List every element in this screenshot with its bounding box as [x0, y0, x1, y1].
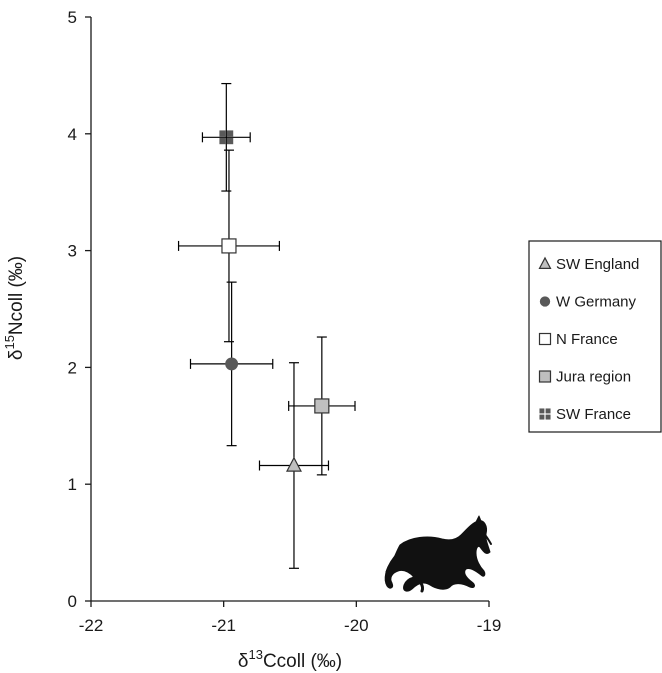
- y-tick-label: 4: [68, 125, 77, 144]
- legend-item: SW France: [539, 406, 631, 423]
- x-tick-label: -21: [211, 616, 236, 635]
- data-point-marker: [221, 238, 237, 254]
- data-point-marker: [225, 357, 239, 371]
- x-tick-label: -20: [344, 616, 369, 635]
- legend-marker: [538, 370, 552, 383]
- legend: SW England W Germany N France Jura region SW…: [528, 240, 662, 433]
- legend-item: Jura region: [538, 369, 631, 386]
- legend-label: Jura region: [556, 369, 631, 386]
- legend-label: W Germany: [556, 294, 637, 311]
- legend-item: SW England: [538, 256, 639, 273]
- legend-label: SW France: [556, 406, 631, 423]
- legend-item: N France: [538, 331, 618, 348]
- data-point-marker: [219, 130, 234, 145]
- y-tick-label: 2: [68, 358, 77, 377]
- y-axis-title: δ15Ncoll (‰): [2, 256, 27, 360]
- axes: [85, 16, 490, 607]
- series-point: [189, 281, 274, 447]
- data-point-marker: [285, 456, 302, 472]
- data-points: [177, 82, 356, 569]
- series-point: [258, 362, 330, 569]
- legend-marker: [539, 408, 551, 420]
- x-axis-title: δ13Ccoll (‰): [238, 647, 342, 672]
- y-tick-label: 5: [68, 8, 77, 27]
- legend-label: N France: [556, 331, 618, 348]
- legend-label: SW England: [556, 256, 639, 273]
- y-tick-label: 3: [68, 242, 77, 261]
- horse-silhouette-icon: [384, 515, 492, 593]
- legend-marker: [538, 256, 552, 269]
- series-point: [177, 149, 280, 343]
- data-point-marker: [314, 398, 330, 414]
- x-tick-label: -19: [477, 616, 502, 635]
- tick-labels: 0 1 2 3 4 5 -22 -21 -20 -19: [68, 8, 502, 635]
- series-point: [288, 336, 356, 476]
- series-point: [201, 82, 251, 192]
- x-tick-label: -22: [79, 616, 104, 635]
- legend-marker: [539, 296, 551, 307]
- legend-item: W Germany: [539, 294, 637, 311]
- y-tick-label: 0: [68, 592, 77, 611]
- legend-marker: [538, 332, 552, 346]
- y-tick-label: 1: [68, 475, 77, 494]
